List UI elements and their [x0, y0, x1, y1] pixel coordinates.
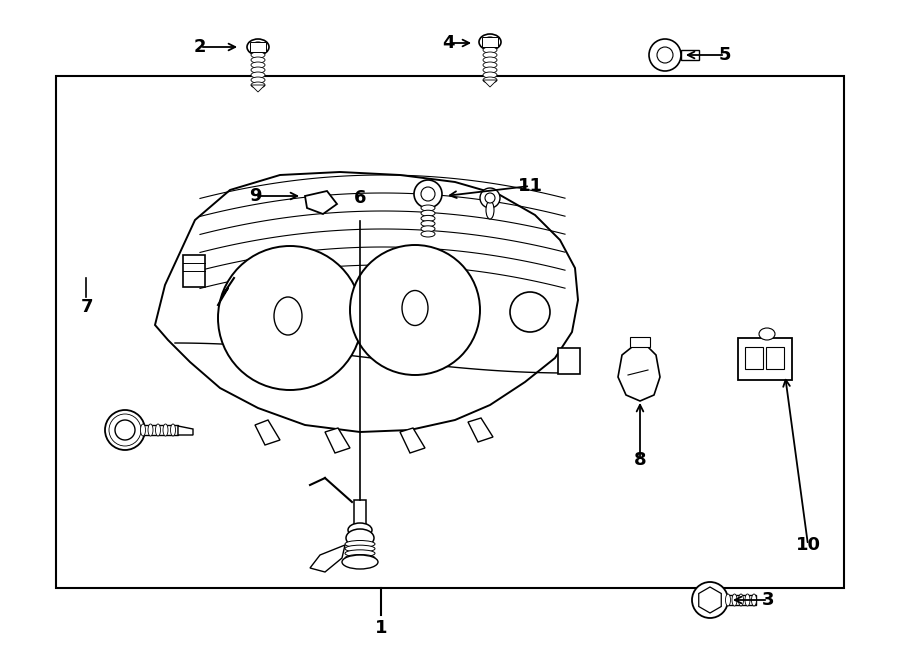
Ellipse shape: [486, 201, 494, 219]
Circle shape: [510, 292, 550, 332]
Text: 7: 7: [81, 298, 94, 317]
Ellipse shape: [421, 215, 435, 221]
FancyBboxPatch shape: [558, 348, 580, 374]
Ellipse shape: [251, 62, 265, 68]
Ellipse shape: [732, 594, 737, 606]
FancyBboxPatch shape: [354, 500, 366, 530]
Text: 10: 10: [796, 536, 821, 554]
Ellipse shape: [345, 545, 375, 552]
Circle shape: [350, 245, 480, 375]
Ellipse shape: [483, 47, 497, 53]
Ellipse shape: [421, 226, 435, 232]
Circle shape: [414, 180, 442, 208]
Ellipse shape: [421, 231, 435, 237]
Ellipse shape: [725, 594, 731, 606]
Ellipse shape: [421, 210, 435, 216]
Ellipse shape: [148, 424, 153, 436]
Ellipse shape: [483, 67, 497, 73]
Circle shape: [218, 246, 362, 390]
FancyBboxPatch shape: [766, 347, 784, 369]
Text: 3: 3: [761, 591, 774, 609]
Ellipse shape: [479, 34, 501, 50]
FancyBboxPatch shape: [630, 337, 650, 347]
Polygon shape: [468, 418, 493, 442]
Ellipse shape: [345, 541, 375, 547]
Circle shape: [115, 420, 135, 440]
FancyBboxPatch shape: [728, 595, 756, 605]
FancyBboxPatch shape: [143, 425, 178, 435]
Text: 11: 11: [518, 177, 543, 195]
Polygon shape: [255, 420, 280, 445]
Ellipse shape: [251, 57, 265, 63]
Ellipse shape: [345, 550, 375, 557]
Ellipse shape: [752, 594, 757, 606]
Ellipse shape: [342, 555, 378, 569]
Ellipse shape: [274, 297, 302, 335]
FancyBboxPatch shape: [56, 76, 844, 588]
FancyBboxPatch shape: [183, 255, 205, 287]
Polygon shape: [483, 80, 497, 87]
Ellipse shape: [483, 57, 497, 63]
Ellipse shape: [251, 72, 265, 78]
Ellipse shape: [163, 424, 168, 436]
Circle shape: [649, 39, 681, 71]
Polygon shape: [178, 426, 193, 435]
Polygon shape: [698, 587, 721, 613]
Ellipse shape: [483, 77, 497, 83]
Ellipse shape: [251, 82, 265, 88]
Ellipse shape: [346, 529, 374, 547]
Text: 6: 6: [354, 189, 366, 208]
Ellipse shape: [251, 67, 265, 73]
FancyBboxPatch shape: [745, 347, 763, 369]
Ellipse shape: [140, 424, 146, 436]
Ellipse shape: [739, 594, 743, 606]
Polygon shape: [325, 428, 350, 453]
FancyBboxPatch shape: [250, 42, 266, 52]
Circle shape: [692, 582, 728, 618]
Ellipse shape: [421, 221, 435, 227]
Ellipse shape: [483, 52, 497, 58]
Polygon shape: [305, 191, 337, 214]
Ellipse shape: [247, 39, 269, 55]
Text: 2: 2: [194, 38, 206, 56]
FancyBboxPatch shape: [482, 37, 498, 47]
Circle shape: [480, 188, 500, 208]
Ellipse shape: [251, 52, 265, 58]
Circle shape: [657, 47, 673, 63]
Ellipse shape: [402, 290, 428, 325]
Ellipse shape: [759, 328, 775, 340]
Text: 4: 4: [442, 34, 454, 52]
Circle shape: [105, 410, 145, 450]
Text: 5: 5: [719, 46, 731, 64]
Ellipse shape: [156, 424, 160, 436]
FancyBboxPatch shape: [738, 338, 792, 380]
Circle shape: [485, 193, 495, 203]
Polygon shape: [251, 85, 265, 92]
Ellipse shape: [483, 72, 497, 78]
Polygon shape: [310, 545, 345, 572]
Ellipse shape: [251, 77, 265, 83]
Text: 1: 1: [374, 619, 387, 637]
Ellipse shape: [170, 424, 176, 436]
Ellipse shape: [345, 555, 375, 561]
Ellipse shape: [745, 594, 750, 606]
Ellipse shape: [348, 523, 372, 537]
Polygon shape: [618, 347, 660, 401]
Ellipse shape: [483, 62, 497, 68]
Ellipse shape: [483, 37, 497, 47]
Polygon shape: [400, 428, 425, 453]
Ellipse shape: [251, 42, 265, 52]
Text: 8: 8: [634, 451, 646, 469]
FancyBboxPatch shape: [681, 50, 699, 60]
Circle shape: [421, 187, 435, 201]
Ellipse shape: [421, 205, 435, 211]
Polygon shape: [155, 172, 578, 432]
Text: 9: 9: [248, 187, 261, 205]
